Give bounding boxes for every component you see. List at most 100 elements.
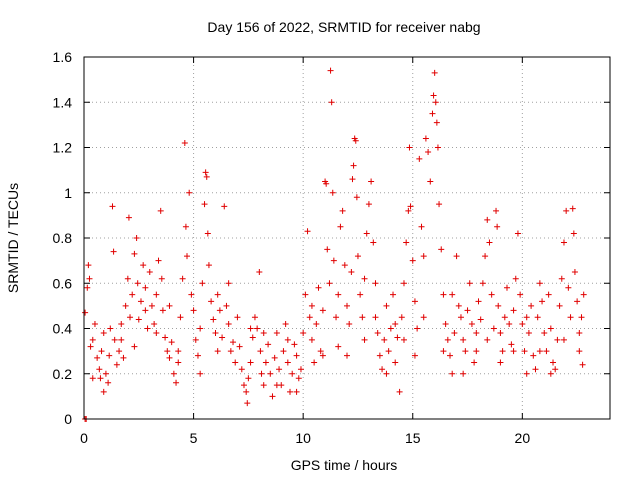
data-point bbox=[230, 339, 237, 346]
chart-title: Day 156 of 2022, SRMTID for receiver nab… bbox=[207, 19, 480, 35]
data-point bbox=[400, 336, 407, 343]
data-point bbox=[346, 320, 353, 327]
data-point bbox=[269, 393, 276, 400]
data-point bbox=[497, 330, 504, 337]
data-point bbox=[390, 291, 397, 298]
data-point bbox=[495, 302, 502, 309]
data-point bbox=[257, 348, 264, 355]
y-tick-label: 1 bbox=[64, 185, 72, 201]
data-point bbox=[339, 207, 346, 214]
y-tick-label: 1.4 bbox=[53, 94, 73, 110]
data-point bbox=[317, 348, 324, 355]
data-point bbox=[333, 314, 340, 321]
data-point bbox=[306, 314, 313, 321]
data-point bbox=[110, 248, 117, 255]
data-point bbox=[523, 370, 530, 377]
data-point bbox=[328, 99, 335, 106]
data-point bbox=[97, 375, 104, 382]
data-point bbox=[164, 348, 171, 355]
data-point bbox=[197, 370, 204, 377]
data-point bbox=[354, 253, 361, 260]
x-tick-label: 5 bbox=[190, 430, 198, 446]
data-point bbox=[280, 348, 287, 355]
x-axis-label: GPS time / hours bbox=[291, 457, 398, 473]
data-point bbox=[118, 320, 125, 327]
data-point bbox=[479, 280, 486, 287]
data-point bbox=[122, 302, 129, 309]
data-point bbox=[194, 352, 201, 359]
data-point bbox=[567, 314, 574, 321]
data-point bbox=[420, 253, 427, 260]
data-point bbox=[560, 239, 567, 246]
data-point bbox=[153, 330, 160, 337]
data-point bbox=[234, 314, 241, 321]
data-point bbox=[107, 325, 114, 332]
y-axis-ticks: 0 0.2 0.4 0.6 0.8 1 1.2 1.4 1.6 bbox=[53, 49, 610, 427]
data-point bbox=[113, 361, 120, 368]
data-point bbox=[221, 203, 228, 210]
data-point bbox=[578, 314, 585, 321]
data-point bbox=[300, 330, 307, 337]
data-point bbox=[361, 336, 368, 343]
data-point bbox=[232, 359, 239, 366]
data-point bbox=[192, 336, 199, 343]
data-point bbox=[85, 262, 92, 269]
data-point bbox=[508, 341, 515, 348]
data-point bbox=[416, 155, 423, 162]
data-point bbox=[392, 320, 399, 327]
data-point bbox=[201, 201, 208, 208]
data-point bbox=[247, 325, 254, 332]
data-point bbox=[536, 348, 543, 355]
data-point bbox=[431, 69, 438, 76]
data-point bbox=[394, 334, 401, 341]
data-point bbox=[372, 280, 379, 287]
data-point bbox=[100, 388, 107, 395]
data-point bbox=[576, 348, 583, 355]
data-point bbox=[438, 246, 445, 253]
data-point bbox=[547, 370, 554, 377]
data-point bbox=[442, 320, 449, 327]
data-point bbox=[344, 352, 350, 359]
data-point bbox=[243, 388, 250, 395]
data-point bbox=[186, 189, 193, 196]
data-point bbox=[344, 302, 350, 309]
data-point bbox=[219, 334, 226, 341]
data-point bbox=[361, 275, 368, 282]
data-point bbox=[357, 291, 364, 298]
data-point bbox=[327, 67, 334, 74]
data-point bbox=[267, 370, 274, 377]
data-point bbox=[359, 314, 366, 321]
data-point bbox=[262, 359, 269, 366]
data-point bbox=[240, 382, 247, 389]
data-point bbox=[273, 382, 280, 389]
data-point bbox=[427, 178, 434, 185]
data-points bbox=[82, 67, 587, 422]
data-point bbox=[341, 262, 348, 269]
data-point bbox=[329, 189, 336, 196]
data-point bbox=[131, 250, 138, 257]
data-point bbox=[323, 180, 330, 187]
data-point bbox=[547, 325, 554, 332]
data-point bbox=[484, 216, 491, 223]
data-point bbox=[497, 359, 504, 366]
data-point bbox=[433, 119, 440, 126]
data-point bbox=[523, 314, 530, 321]
data-point bbox=[379, 366, 386, 373]
data-point bbox=[302, 291, 309, 298]
data-point bbox=[462, 348, 469, 355]
data-point bbox=[120, 354, 127, 361]
data-point bbox=[100, 330, 107, 337]
data-point bbox=[181, 139, 188, 146]
data-point bbox=[144, 325, 151, 332]
data-point bbox=[407, 203, 414, 210]
data-point bbox=[225, 280, 232, 287]
data-point bbox=[142, 284, 149, 291]
data-point bbox=[571, 268, 578, 275]
data-point bbox=[510, 307, 517, 314]
data-point bbox=[455, 302, 462, 309]
data-point bbox=[151, 320, 158, 327]
data-point bbox=[182, 223, 189, 230]
data-point bbox=[214, 348, 221, 355]
data-point bbox=[168, 339, 175, 346]
data-point bbox=[499, 348, 506, 355]
